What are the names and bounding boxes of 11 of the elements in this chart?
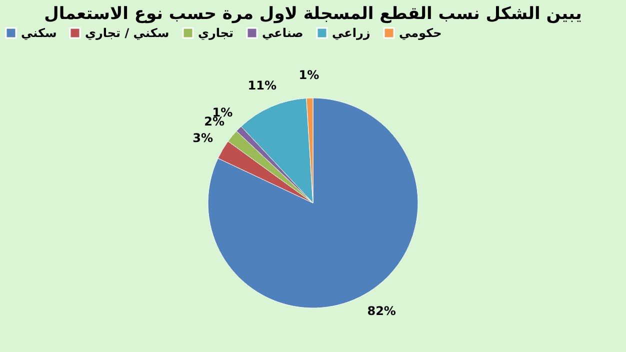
legend-label: حكومي	[399, 26, 442, 40]
legend-label: صناعي	[262, 26, 304, 40]
data-label: 1%	[298, 68, 320, 82]
legend-label: زراعي	[332, 26, 370, 40]
data-label: 3%	[192, 130, 214, 145]
legend-label: سكني	[21, 26, 57, 40]
data-label: 82%	[367, 304, 396, 318]
legend-label: تجاري	[198, 26, 234, 40]
data-label: 11%	[248, 78, 277, 93]
chart-title: يبين الشكل نسب القطع المسجلة لاول مرة حسب نوع الاستعمال	[44, 4, 582, 24]
legend-label: سكني / تجاري	[85, 26, 170, 40]
